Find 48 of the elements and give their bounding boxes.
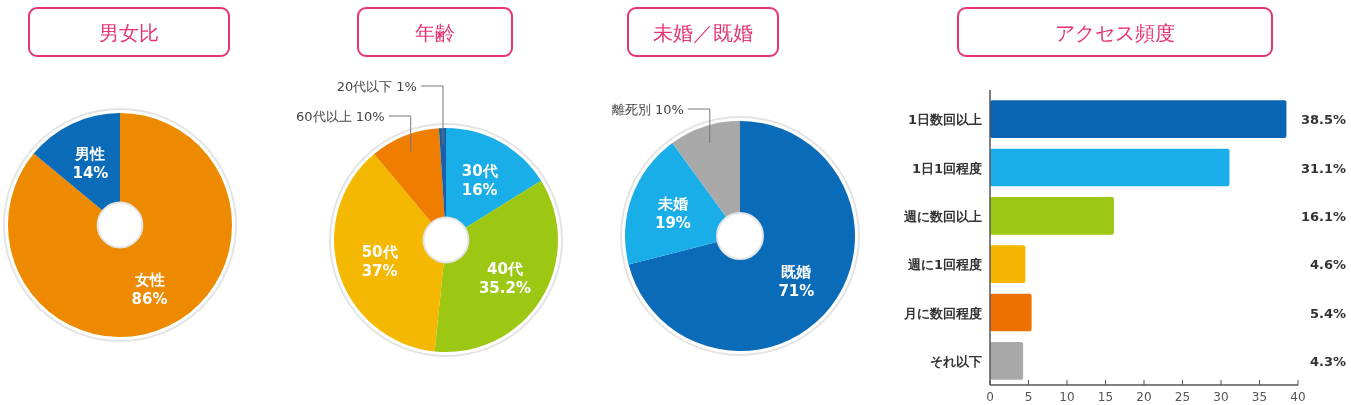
y-tick-label: 週に数回以上 [903,208,982,224]
bar [990,245,1026,284]
y-tick-label: 1日数回以上 [907,112,982,128]
x-tick-label: 40 [1290,390,1306,404]
y-tick-label: 週に1回程度 [906,257,982,273]
data-label: 4.6% [1309,257,1346,273]
slice-label: 未婚 [656,194,688,213]
data-label: 4.3% [1309,353,1346,369]
slice-label: 60代以上 10% [296,109,385,124]
data-label: 38.5% [1300,112,1346,128]
slice-label: 20代以下 1% [336,79,417,94]
slice-label: 40代 [486,259,523,278]
chart-title: 未婚／既婚 [653,21,753,45]
x-tick-label: 35 [1251,390,1268,404]
x-tick-label: 25 [1174,390,1191,404]
bar [990,100,1287,139]
data-label: 14% [72,164,109,183]
x-tick-label: 20 [1136,390,1152,404]
data-label: 71% [778,281,815,300]
slice-label: 30代 [461,162,498,181]
chart-title: アクセス頻度 [1055,21,1175,45]
chart-title: 男女比 [99,21,159,45]
chart-title: 年齢 [415,21,455,45]
slice-label: 男性 [74,145,106,164]
data-label: 86% [131,289,168,308]
y-tick-label: それ以下 [930,353,982,369]
slice-label: 女性 [133,270,165,289]
data-label: 35.2% [478,278,531,297]
y-tick-label: 月に数回程度 [903,305,982,321]
slice-label: 50代 [361,243,398,262]
data-label: 19% [654,213,691,232]
data-label: 5.4% [1309,305,1346,321]
data-label: 37% [361,262,398,281]
bar [990,293,1032,332]
slice-label: 既婚 [781,262,812,281]
bar [990,196,1114,235]
y-tick-label: 1日1回程度 [911,160,982,176]
x-tick-label: 5 [1024,390,1033,404]
x-tick-label: 10 [1059,390,1075,404]
slice-label: 離死別 10% [611,102,684,117]
data-label: 16% [461,181,498,200]
bar [990,341,1024,380]
data-label: 31.1% [1300,160,1346,176]
x-tick-label: 30 [1213,390,1229,404]
data-label: 16.1% [1300,208,1346,224]
x-tick-label: 0 [986,390,994,404]
bar [990,148,1230,187]
x-tick-label: 15 [1097,390,1114,404]
